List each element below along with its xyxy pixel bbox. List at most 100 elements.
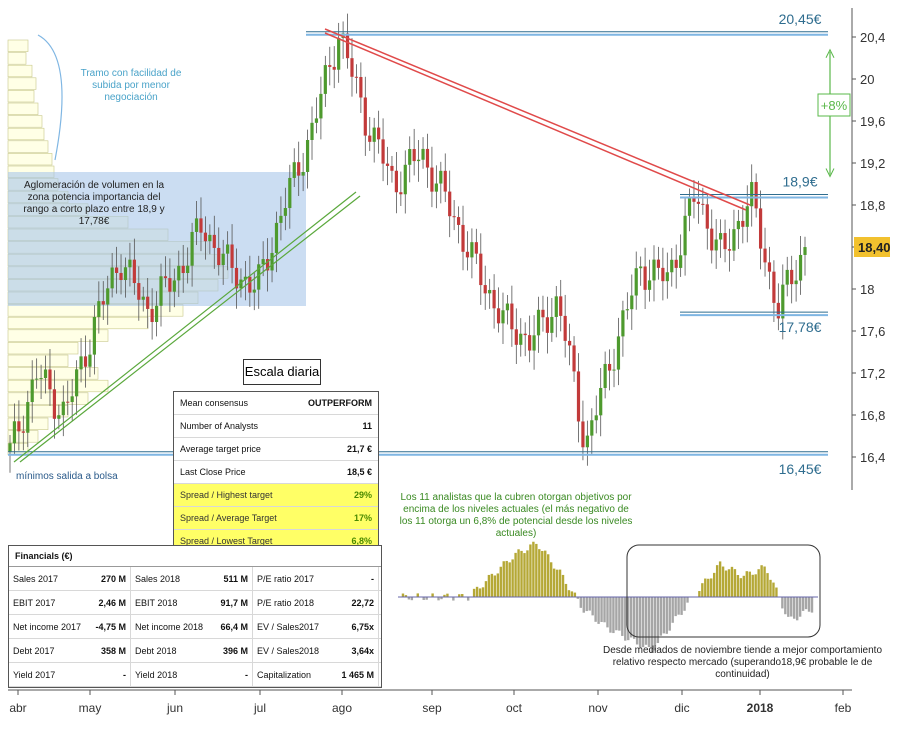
relative-strength-bar (443, 594, 446, 597)
relative-strength-bar (567, 590, 571, 597)
candle-body (563, 315, 567, 341)
candle-body (470, 242, 474, 258)
volume-profile-bar (7, 392, 89, 405)
financials-value: 6,75x (351, 621, 374, 632)
candles (8, 13, 807, 473)
relative-strength-bar (606, 597, 609, 628)
candle-body (803, 247, 807, 255)
financials-value: 66,4 M (220, 621, 248, 632)
candle-body (110, 267, 114, 289)
candle-body (794, 280, 798, 285)
relative-strength-bar (680, 597, 683, 615)
candle-body (106, 288, 110, 305)
relative-strength-bar (671, 597, 674, 623)
candle-body (163, 276, 168, 279)
consensus-value: OUTPERFORM (308, 398, 372, 408)
candle-body (568, 340, 572, 346)
candle-body (639, 266, 643, 269)
relative-strength-bar (425, 597, 428, 600)
relative-strength-bar (458, 594, 461, 597)
relative-strength-bar (748, 571, 751, 597)
consensus-label: Spread / Average Target (180, 513, 277, 523)
volume-profile-bar (7, 316, 149, 330)
relative-strength-bar (437, 597, 440, 601)
relative-strength-bar (499, 566, 502, 597)
candle-body (354, 76, 359, 78)
candle-body (781, 284, 785, 319)
financials-value: 3,64x (351, 645, 374, 656)
relative-strength-bar (721, 566, 725, 597)
financials-cell: Yield 2018 - (131, 663, 253, 686)
relative-strength-bar (472, 588, 476, 597)
minimos-annotation: mínimos salida a bolsa (16, 471, 118, 482)
candle-body (652, 259, 656, 281)
candle-body (261, 259, 265, 265)
candle-body (452, 216, 456, 218)
candle-body (394, 170, 398, 193)
relative-strength-bar (665, 597, 668, 634)
candle-body (137, 283, 141, 300)
candle-body (141, 296, 145, 300)
candle-body (536, 309, 541, 336)
candle-body (692, 197, 696, 202)
resistance-trendline-2 (324, 32, 747, 211)
relative-strength-bar (775, 587, 778, 597)
candle-body (439, 170, 443, 184)
y-tick-label: 19,2 (860, 156, 885, 171)
candle-body (714, 239, 718, 251)
candle-body (434, 183, 438, 192)
relative-strength-bar (787, 597, 790, 617)
financials-cell: EV / Sales2018 3,64x (253, 639, 379, 662)
candle-body (52, 389, 57, 419)
consensus-table: Mean consensus OUTPERFORM Number of Analys… (173, 391, 379, 554)
upside-arrowhead (825, 48, 835, 58)
financials-label: P/E ratio 2018 (257, 597, 315, 608)
candle-body (599, 387, 603, 416)
candle-body (643, 266, 647, 290)
candle-body (323, 65, 327, 94)
volume-profile-bar (7, 153, 53, 166)
financials-label: Sales 2017 (13, 573, 59, 584)
candle-body (132, 259, 136, 284)
relative-strength-bar (701, 583, 704, 597)
financials-value: - (371, 573, 374, 584)
candle-body (621, 310, 625, 337)
relative-strength-bar (624, 597, 627, 641)
relative-strength-bar (784, 597, 787, 615)
candle-body (501, 310, 505, 324)
candle-body (732, 229, 736, 251)
volume-profile-bar (7, 64, 33, 78)
x-tick-label: may (79, 701, 102, 715)
financials-value: 270 M (100, 573, 126, 584)
relative-strength-bar (647, 597, 651, 648)
relative-strength-bar (401, 593, 405, 597)
candle-body (159, 276, 163, 306)
relative-strength-bar (629, 597, 633, 638)
candle-body (292, 162, 296, 178)
candle-body (88, 354, 92, 367)
candle-body (723, 233, 727, 250)
financials-value: 91,7 M (220, 597, 248, 608)
relative-strength-bar (763, 566, 766, 597)
rs-highlight-box (626, 544, 821, 638)
candle-body (594, 415, 598, 421)
y-tick-label: 17,2 (860, 366, 885, 381)
relative-strength-bar (644, 597, 648, 645)
financials-label: EV / Sales2017 (257, 621, 320, 632)
relative-strength-bar (505, 560, 508, 597)
volume-profile-bar (7, 367, 99, 380)
relative-strength-bar (632, 597, 636, 639)
relative-strength-bar (612, 597, 615, 634)
upside-box (817, 93, 851, 117)
relative-strength-bar (410, 597, 414, 601)
relative-strength-bar (440, 597, 443, 600)
candle-body (590, 420, 594, 436)
relative-strength-bar (582, 597, 585, 613)
volume-profile-bar (7, 102, 39, 115)
x-tick-label: nov (588, 701, 607, 715)
relative-strength-bar (621, 597, 624, 636)
candle-body (21, 431, 25, 433)
candle-body (572, 345, 576, 372)
candle-body (705, 204, 709, 229)
candle-body (581, 421, 585, 448)
